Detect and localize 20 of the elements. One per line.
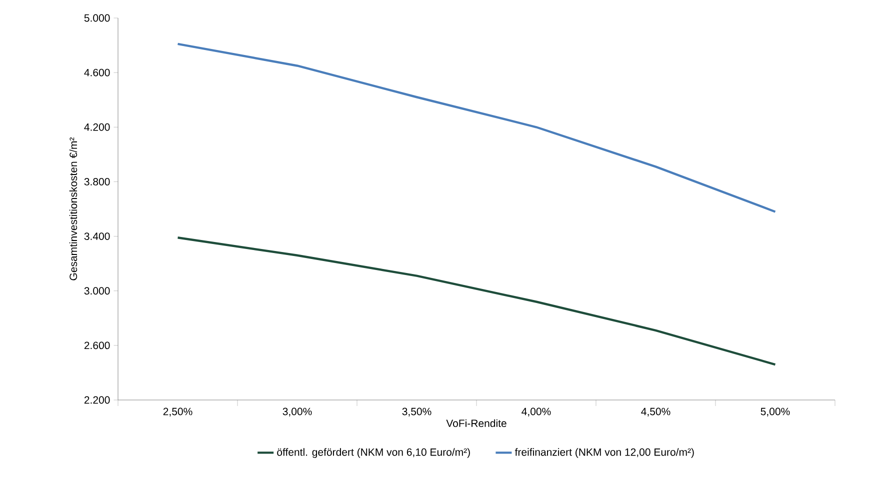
y-tick-label: 3.000: [84, 287, 110, 295]
y-tick-label: 4.200: [84, 123, 110, 131]
x-tick-label: 4,50%: [641, 408, 670, 416]
legend-label: öffentl. gefördert (NKM von 6,10 Euro/m²): [277, 448, 470, 458]
x-tick-label: 3,50%: [402, 408, 432, 416]
x-tick-label: 2,50%: [163, 408, 192, 416]
x-tick-label: 3,00%: [282, 408, 312, 416]
line-series: [176, 236, 776, 366]
line-series: [176, 42, 776, 213]
x-axis-title: VoFi-Rendite: [446, 419, 506, 428]
y-tick-label: 2.200: [84, 396, 110, 404]
x-tick-label: 5,00%: [760, 408, 790, 416]
y-tick-label: 3.400: [84, 232, 110, 240]
y-tick-label: 4.600: [84, 68, 110, 76]
y-axis-title: Gesamtinvestitionskosten €/m²: [69, 137, 78, 280]
y-tick-label: 3.800: [84, 178, 110, 186]
y-tick-label: 5.000: [84, 14, 110, 22]
x-tick-label: 4,00%: [522, 408, 551, 416]
legend-label: freifinanziert (NKM von 12,00 Euro/m²): [514, 448, 694, 458]
y-tick-label: 2.600: [84, 342, 110, 350]
